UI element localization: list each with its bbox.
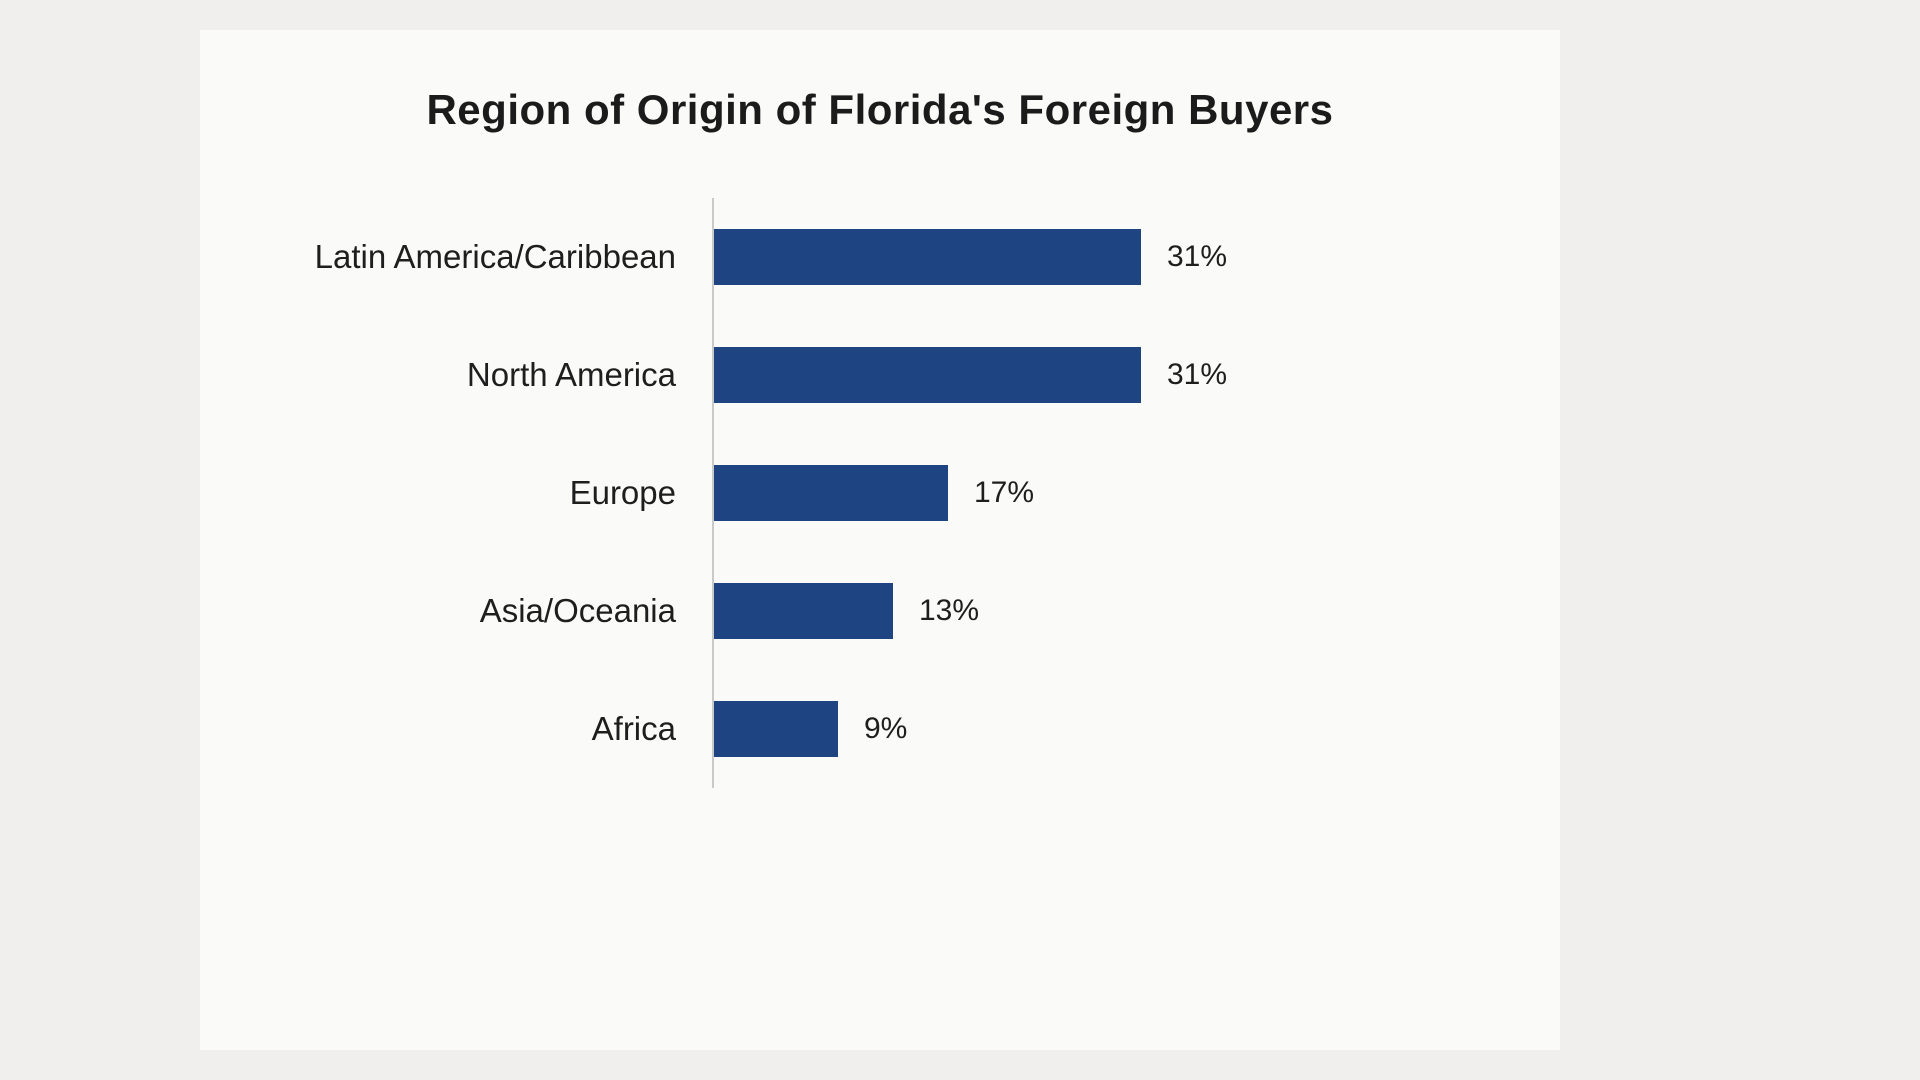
chart-row: North America 31% <box>200 316 1560 434</box>
category-label: Africa <box>591 710 676 747</box>
category-label: Latin America/Caribbean <box>314 238 676 275</box>
bar-value-label: 17% <box>974 476 1035 509</box>
chart-row: Asia/Oceania 13% <box>200 552 1560 670</box>
category-label: Europe <box>569 474 676 511</box>
chart-row: Latin America/Caribbean 31% <box>200 198 1560 316</box>
category-label: Asia/Oceania <box>479 592 676 629</box>
bar-area: 31% <box>712 316 1560 434</box>
bar-value-label: 31% <box>1167 358 1228 391</box>
bar <box>714 229 1141 285</box>
bar-area: 13% <box>712 552 1560 670</box>
bar-value-label: 31% <box>1167 240 1228 273</box>
bar <box>714 583 893 639</box>
bar-value-label: 9% <box>864 712 908 745</box>
chart-rows: Latin America/Caribbean 31% North America 3… <box>200 198 1560 788</box>
bar-value-label: 13% <box>919 594 980 627</box>
chart-card: Region of Origin of Florida's Foreign Bu… <box>200 30 1560 1050</box>
category-label: North America <box>466 356 676 393</box>
bar-area: 17% <box>712 434 1560 552</box>
bar-area: 9% <box>712 670 1560 788</box>
bar <box>714 701 838 757</box>
bar <box>714 465 948 521</box>
bar-area: 31% <box>712 198 1560 316</box>
chart-row: Europe 17% <box>200 434 1560 552</box>
bar <box>714 347 1141 403</box>
chart-title: Region of Origin of Florida's Foreign Bu… <box>426 86 1334 133</box>
chart-row: Africa 9% <box>200 670 1560 788</box>
